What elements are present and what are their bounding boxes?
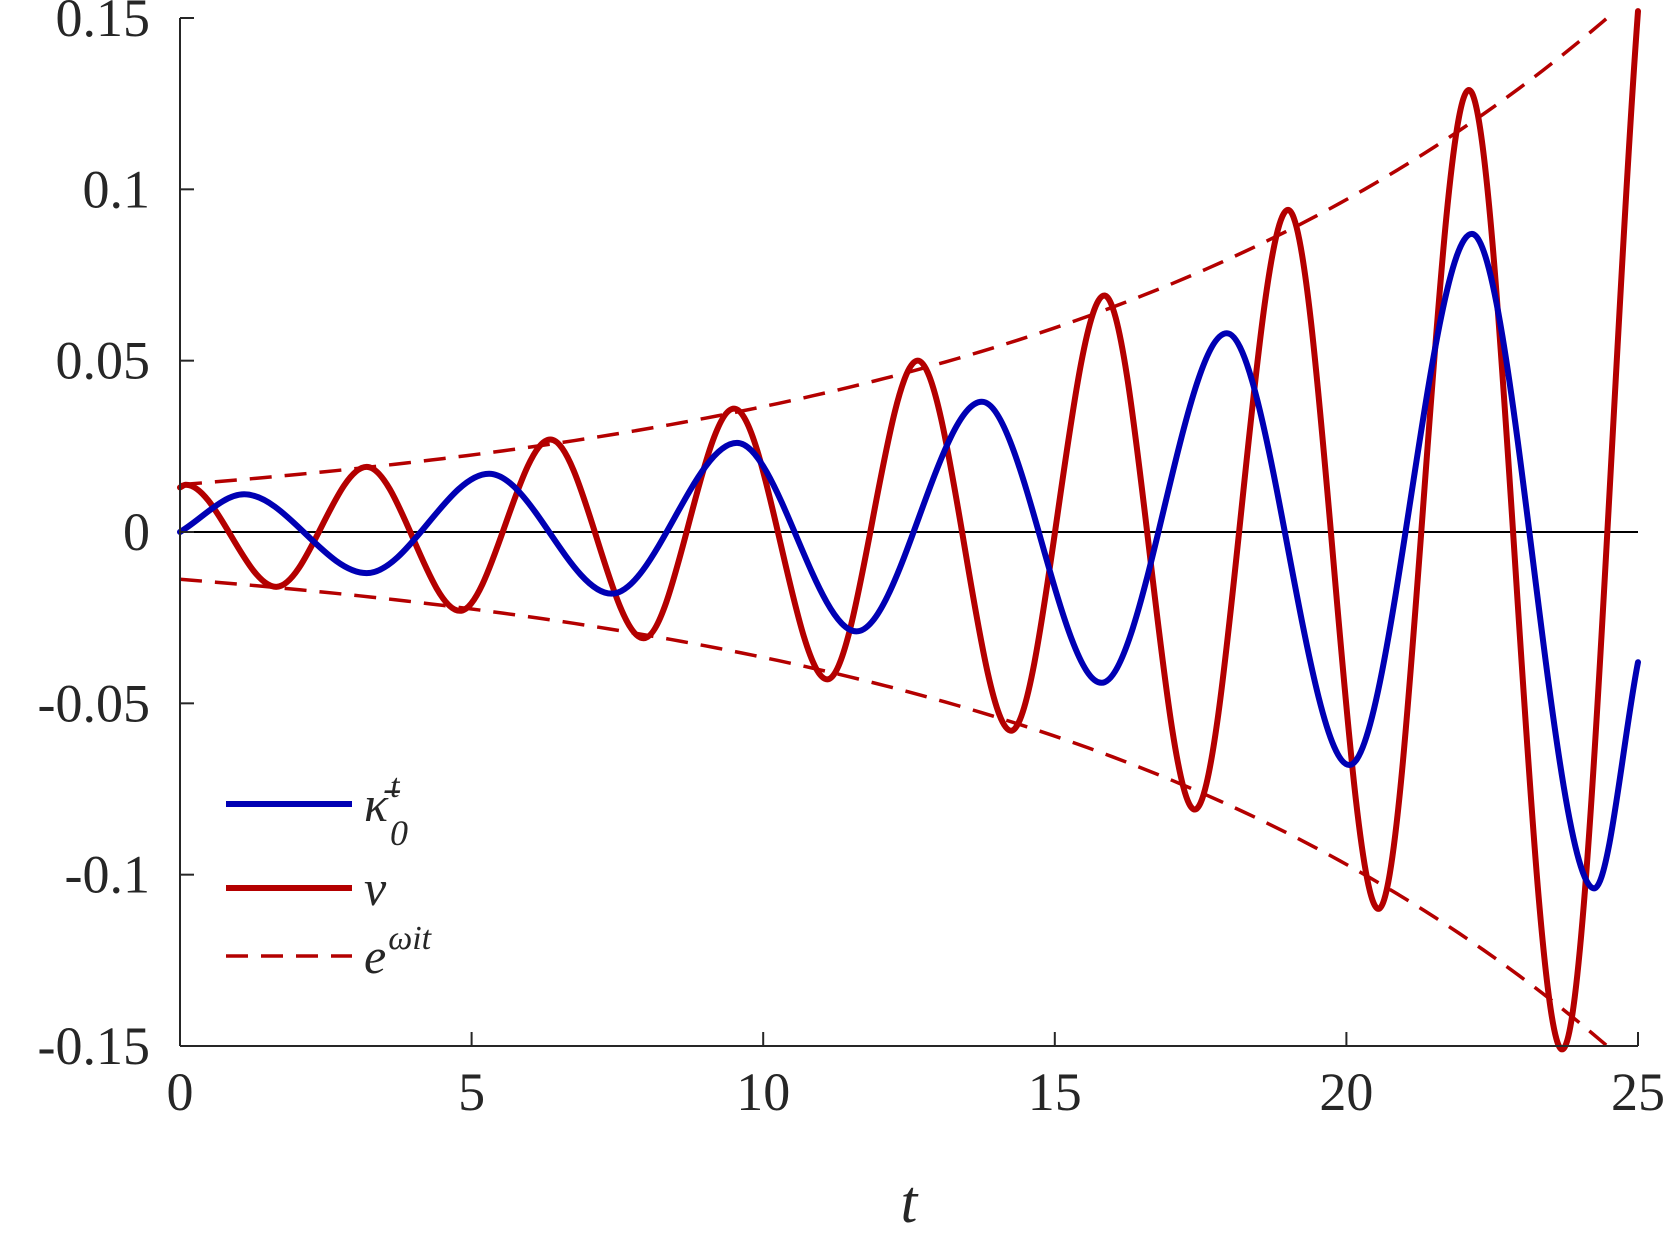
ticks-layer: 0 5 10 15 20 25 -0.15 -0.1 -0.05 0 0.05 0.1 0.15 xyxy=(38,0,1665,1122)
series-envelope-lower xyxy=(179,577,1616,1054)
x-tick-label: 20 xyxy=(1319,1062,1373,1122)
y-tick-label: -0.05 xyxy=(38,673,150,733)
legend-label: eωit xyxy=(364,920,433,984)
legend-item: v xyxy=(226,860,387,916)
legend-item: κ̄t 0 xyxy=(226,768,408,853)
y-tick-label: -0.15 xyxy=(38,1016,150,1076)
x-tick-label: 10 xyxy=(736,1062,790,1122)
y-tick-label: -0.1 xyxy=(65,845,150,905)
y-tick-label: 0.05 xyxy=(56,331,151,391)
series-envelope-upper xyxy=(179,10,1616,487)
legend-label: v xyxy=(364,860,387,916)
y-tick-label: 0.1 xyxy=(83,159,151,219)
y-tick-label: 0.15 xyxy=(56,0,151,48)
x-tick-label: 15 xyxy=(1028,1062,1082,1122)
x-axis-label: t xyxy=(901,1169,919,1235)
series-layer xyxy=(177,8,1641,1054)
y-tick-label: 0 xyxy=(123,502,150,562)
legend-item: eωit xyxy=(226,920,433,984)
series-v-line xyxy=(177,8,1641,1053)
series-kappa-line xyxy=(177,230,1641,892)
x-tick-label: 25 xyxy=(1611,1062,1665,1122)
x-tick-label: 5 xyxy=(458,1062,485,1122)
legend-label: κ̄t 0 xyxy=(364,768,408,853)
x-tick-label: 0 xyxy=(167,1062,194,1122)
